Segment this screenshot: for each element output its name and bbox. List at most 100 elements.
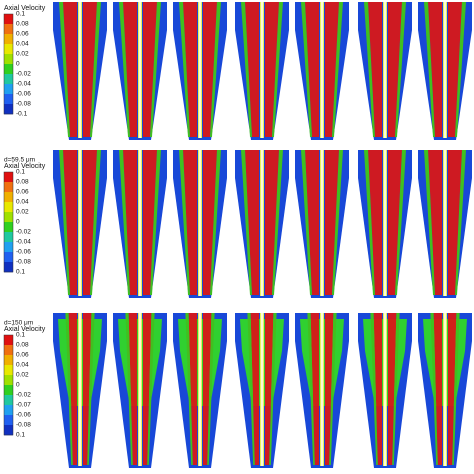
green-edge [392,313,400,465]
colorbar-segment [4,74,13,85]
green-edge [207,313,215,465]
colorbar-segment [4,54,13,65]
colorbar-tick-label: 0.06 [16,31,29,38]
green-edge [332,2,343,137]
green-edge [119,2,130,137]
cyclone-contour [235,2,289,140]
colorbar-frame [3,13,14,115]
colorbar-tick-label: 0.06 [16,352,29,359]
colorbar-segment [4,202,13,213]
colorbar-tick-label: 0.1 [16,332,25,339]
colorbar-segment [4,64,13,75]
colorbar-segment [4,345,13,356]
red-band [245,150,259,295]
red-band [433,313,442,465]
colorbar-segment [4,415,13,426]
size-label: d=150 μm [4,320,33,327]
green-edge [87,313,95,465]
cyclone-contour [173,313,227,468]
red-band [63,2,77,137]
colorbar-tick-label: 0.02 [16,372,29,379]
green-edge [424,150,435,295]
green-edge [179,2,190,137]
red-band [325,313,334,465]
red-band [368,2,382,137]
colorbar-tick-label: 0.04 [16,362,29,369]
green-edge [210,2,221,137]
red-band [188,313,197,465]
green-edge [452,313,460,465]
green-edge [332,150,343,295]
red-band [63,150,77,295]
cyclone-contour [173,150,227,298]
cyclone-contour [53,313,107,468]
colorbar-segment [4,84,13,95]
green-edge [119,150,130,295]
colorbar-segment [4,262,13,273]
green-edge [424,2,435,137]
colorbar-tick-label: -0.02 [16,229,31,236]
green-edge [395,2,406,137]
cyclone-contour [113,150,167,298]
green-edge [241,150,252,295]
colorbar-tick-label: -0.1 [16,111,28,118]
red-band [123,150,137,295]
cyclone-contour [358,150,412,298]
colorbar-tick-label: 0 [16,382,20,389]
green-edge [59,2,70,137]
red-band [448,150,462,295]
red-band [245,2,259,137]
green-edge [329,313,337,465]
green-edge [269,313,277,465]
colorbar-frame [3,171,14,273]
colorbar-tick-label: -0.02 [16,392,31,399]
red-band [265,150,279,295]
red-band [83,313,92,465]
red-band [128,313,137,465]
cyclone-contour [418,313,472,468]
colorbar-segment [4,242,13,253]
red-band [143,2,157,137]
colorbar-tick-label: 0.02 [16,51,29,58]
cyclone-contour [53,150,107,298]
colorbar-tick-label: 0 [16,219,20,226]
green-edge [125,313,133,465]
green-edge [147,313,155,465]
green-edge [455,150,466,295]
green-edge [185,313,193,465]
green-edge [59,150,70,295]
colorbar-tick-label: 0.1 [16,169,25,176]
red-band [373,313,382,465]
green-edge [179,150,190,295]
green-edge [370,313,378,465]
colorbar-tick-label: -0.06 [16,412,31,419]
red-band [325,150,339,295]
colorbar-segment [4,385,13,396]
green-edge [241,2,252,137]
green-edge [430,313,438,465]
colorbar-segment [4,104,13,115]
red-band [68,313,77,465]
colorbar-tick-label: -0.02 [16,71,31,78]
red-band [123,2,137,137]
red-band [83,150,97,295]
cyclone-contour [235,150,289,298]
cyclone-contour [358,313,412,468]
colorbar-tick-label: 0.1 [16,269,25,276]
red-band [183,150,197,295]
cyclone-contour [295,313,349,468]
colorbar-tick-label: -0.08 [16,101,31,108]
colorbar-segment [4,355,13,366]
colorbar-tick-label: 0.04 [16,199,29,206]
green-edge [307,313,315,465]
colorbar-tick-label: -0.07 [16,402,31,409]
colorbar-tick-label: 0.06 [16,189,29,196]
red-band [305,150,319,295]
red-band [388,2,402,137]
red-band [448,313,457,465]
colorbar-segment [4,192,13,203]
legend-title: Axial Velocity [4,163,46,170]
green-edge [150,150,161,295]
green-edge [65,313,73,465]
